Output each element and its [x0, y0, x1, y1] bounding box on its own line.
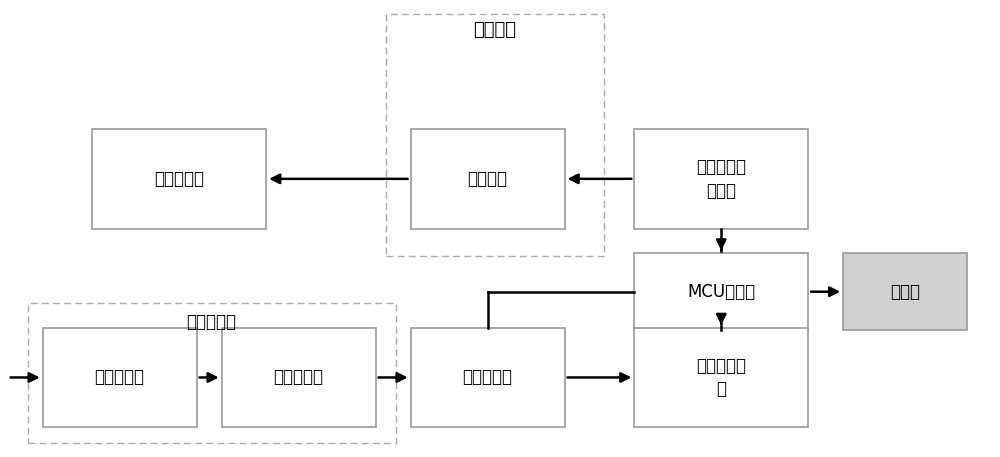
- Bar: [43, 328, 197, 427]
- Bar: [92, 129, 266, 228]
- Bar: [386, 14, 604, 255]
- Text: 数据接收装
置: 数据接收装 置: [696, 356, 746, 399]
- Bar: [28, 303, 396, 443]
- Text: MCU控制器: MCU控制器: [687, 283, 755, 301]
- Text: 自检数据生
成装置: 自检数据生 成装置: [696, 158, 746, 200]
- Bar: [411, 328, 565, 427]
- Bar: [222, 328, 376, 427]
- Text: 跨阻放大器: 跨阻放大器: [274, 368, 324, 387]
- Text: 光电二极管: 光电二极管: [95, 368, 145, 387]
- Text: 限幅放大器: 限幅放大器: [463, 368, 513, 387]
- Bar: [411, 129, 565, 228]
- Bar: [634, 253, 808, 330]
- Text: 驱动电路: 驱动电路: [468, 170, 508, 188]
- Text: 电路芯片: 电路芯片: [474, 21, 517, 39]
- Text: 显示器: 显示器: [890, 283, 920, 301]
- Text: 光发射组件: 光发射组件: [154, 170, 204, 188]
- Bar: [634, 129, 808, 228]
- Text: 光接收组件: 光接收组件: [187, 313, 237, 331]
- Bar: [843, 253, 967, 330]
- Bar: [634, 328, 808, 427]
